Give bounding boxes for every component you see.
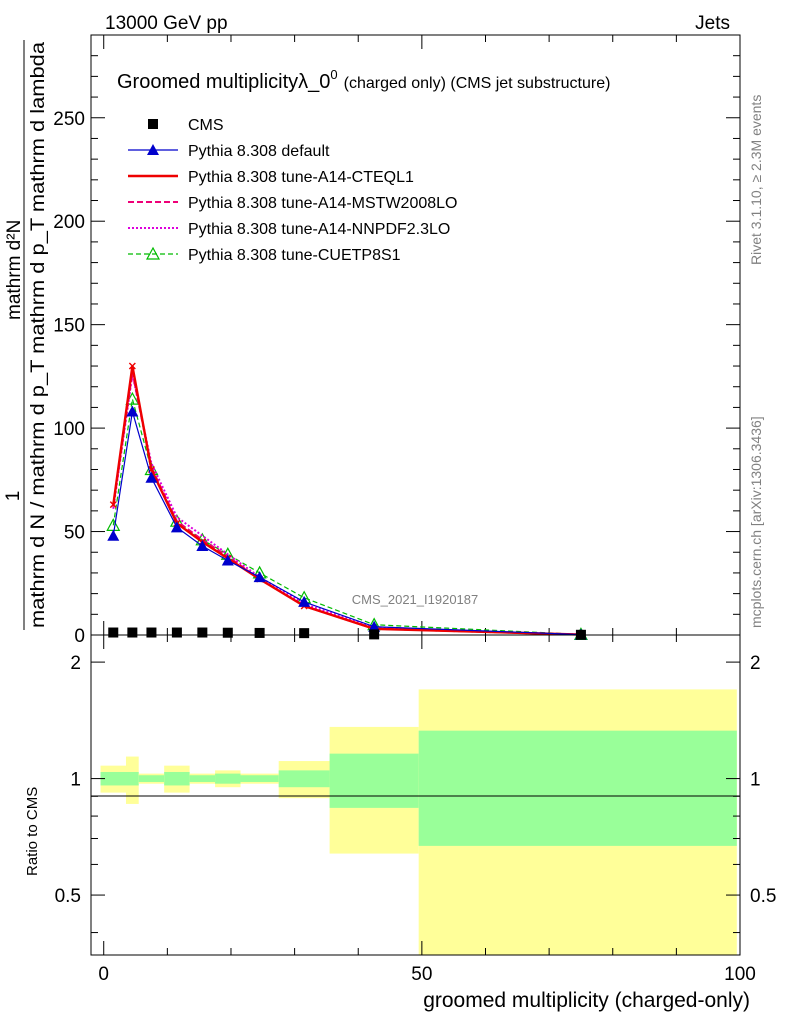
chart-title: Groomed multiplicityλ_00 (charged only) (… [117,67,610,93]
ratio-band-inner [215,773,241,784]
data-point-cms [146,627,157,638]
ratio-band-inner [278,770,330,788]
data-point-cms [369,629,380,640]
legend-label-mstw: Pythia 8.308 tune-A14-MSTW2008LO [188,195,457,212]
data-point-cteql1 [128,362,136,370]
ratio-bands [100,689,737,955]
y-label-numerator: 1 [3,491,24,502]
ratio-band-inner [418,730,737,846]
ratio-band-inner [329,753,419,808]
series-line-cteql1 [112,365,581,636]
main-series-group [106,362,588,640]
y-label-top: mathrm d²N [4,220,25,320]
data-point-default [126,405,139,417]
ratio-y-tick-label: 0.5 [55,886,81,907]
main-y-label: mathrm d²N 1 mathrm d N / mathrm d p_T m… [3,40,49,630]
ratio-x-tick-label: 0 [98,964,109,985]
series-cuetp8s1 [106,391,588,640]
ratio-band-inner [125,771,139,786]
series-line-mstw [112,372,581,636]
ratio-band-inner [138,775,165,782]
main-y-axis: 0 50 100 150 200 250 [53,35,741,647]
series-mstw [112,372,581,636]
ratio-x-axis: 0 50 100 [98,635,756,985]
ratio-band-inner [189,775,216,782]
data-point-default [253,571,266,583]
data-point-cteql1 [109,501,117,509]
data-point-default [145,471,158,483]
ratio-x-tick-label: 50 [411,964,432,985]
ratio-panel: 0.5 0.5 1 1 2 2 0 50 100 Ratio to CMS groomed m… [24,634,776,1012]
data-point-cms [108,627,119,638]
data-point-default [368,620,381,632]
series-line-default [112,411,581,636]
ratio-y-tick-label: 1 [70,770,81,791]
legend-label-cteql1: Pythia 8.308 tune-A14-CTEQL1 [188,169,414,186]
data-point-default [221,554,234,566]
legend-item-cteql1: Pythia 8.308 tune-A14-CTEQL1 [128,169,414,186]
legend-label-default: Pythia 8.308 default [188,143,330,160]
data-point-cms [197,627,208,638]
data-point-default [298,595,311,607]
ratio-y-tick-label-right: 2 [750,653,761,674]
legend-label-cuetp8s1: Pythia 8.308 tune-CUETP8S1 [188,247,401,264]
y-label-denominator: mathrm d N / mathrm d p_T mathrm d p_T m… [28,42,49,628]
legend-item-mstw: Pythia 8.308 tune-A14-MSTW2008LO [128,195,457,212]
data-point-default [196,540,209,552]
legend-item-cms: CMS [148,117,224,134]
ratio-y-tick-label-right: 0.5 [750,886,776,907]
legend-item-default: Pythia 8.308 default [128,143,330,160]
ratio-y-axis: 0.5 0.5 1 1 2 2 [55,653,776,934]
ratio-band-inner [164,771,190,786]
chart-title-suffix: (charged only) (CMS jet substructure) [344,75,611,92]
ratio-panel-frame [90,634,741,956]
main-y-tick-label: 150 [53,316,85,337]
data-point-cms [254,627,265,638]
header-process: 13000 GeV pp [105,13,228,34]
series-cteql1 [109,362,585,639]
x-axis-label: groomed multiplicity (charged-only) [423,989,750,1012]
data-point-default [170,521,183,533]
series-nnpdf [112,374,581,636]
analysis-watermark: CMS_2021_I1920187 [352,592,479,607]
legend-item-nnpdf: Pythia 8.308 tune-A14-NNPDF2.3LO [128,221,450,238]
chart-title-main: Groomed multiplicityλ_0 [117,71,330,93]
header-category: Jets [695,13,730,34]
chart-title-sup: 0 [330,67,337,82]
data-point-cms [299,628,310,639]
ratio-band-inner [100,771,126,786]
data-point-cms [171,627,182,638]
ratio-band-inner [240,775,279,782]
series-line-nnpdf [112,374,581,636]
rivet-credit: Rivet 3.1.10, ≥ 2.3M events [748,95,764,265]
ratio-y-tick-label: 2 [70,653,81,674]
main-y-tick-label: 100 [53,419,85,440]
legend-item-cuetp8s1: Pythia 8.308 tune-CUETP8S1 [128,246,401,264]
legend-marker-cuetp8s1 [145,246,161,260]
main-y-tick-label: 50 [64,523,85,544]
main-y-tick-label: 0 [74,626,85,647]
ratio-y-tick-label-right: 1 [750,770,761,791]
series-line-cuetp8s1 [112,398,581,635]
data-point-cms [127,627,138,638]
legend-label-cms: CMS [188,117,224,134]
main-y-tick-label: 200 [53,212,85,233]
data-point-cms [222,627,233,638]
data-point-default [107,529,120,541]
ratio-x-tick-label: 100 [724,964,756,985]
legend-label-nnpdf: Pythia 8.308 tune-A14-NNPDF2.3LO [188,221,450,238]
ratio-y-label: Ratio to CMS [24,787,41,876]
legend: CMS Pythia 8.308 default Pythia 8.308 tune… [128,117,457,264]
legend-swatch-cms [148,119,158,129]
main-y-tick-label: 250 [53,109,85,130]
legend-marker-default [147,144,159,155]
mcplots-credit: mcplots.cern.ch [arXiv:1306.3436] [748,416,764,628]
